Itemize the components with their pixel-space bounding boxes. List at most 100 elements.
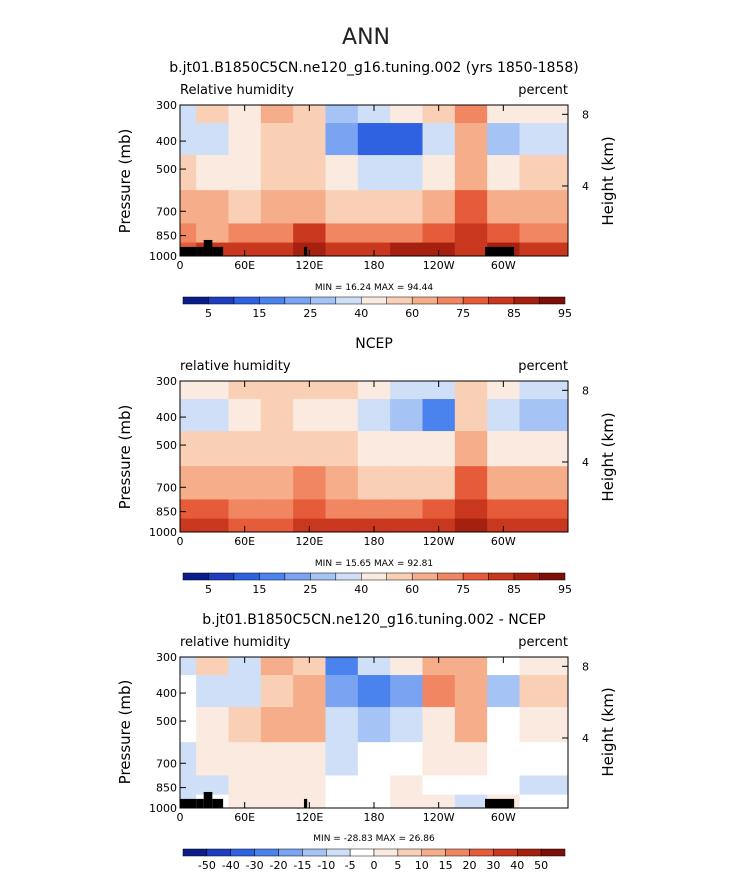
field-cell [325,431,359,467]
field-cell [422,499,456,519]
colorbar-label: -40 [222,859,240,872]
field-cell [454,742,488,776]
colorbar-swatch [540,848,566,857]
y-tick-label: 700 [156,205,177,218]
colorbar-swatch [539,572,566,581]
field-cell [228,775,262,795]
colorbar-swatch [469,848,494,857]
field-cell [357,518,391,533]
field-cell [454,499,488,519]
field-cell [325,105,359,124]
plot-area: 0 60E 120E 180 120W 60W 300 400 500 700 850 1000 4 8 [149,99,589,272]
field-cell [519,775,569,795]
field-cell [228,499,262,519]
colorbar-label: 10 [415,859,429,872]
field-cell [454,190,488,224]
colorbar-label: 25 [303,307,317,320]
x-tick-label: 120E [295,535,323,548]
colorbar-label: 15 [252,583,266,596]
y-tick-label: 500 [156,163,177,176]
field-cell [487,431,520,467]
field-cell [422,775,456,795]
field-cell [519,105,569,124]
colorbar-swatch [284,572,311,581]
field-cell [196,499,229,519]
field-cell [260,742,294,776]
field-cell [180,105,197,124]
field-cell [357,742,391,776]
field-cell [519,675,569,708]
units-label: percent [518,359,568,374]
colorbar-swatch [493,848,518,857]
colorbar-swatch [335,572,362,581]
field-cell [422,123,456,156]
colorbar-swatch [208,296,235,305]
colorbar-label: 15 [252,307,266,320]
units-label: percent [518,635,568,650]
y-tick-label: 300 [156,99,177,112]
field-cell [293,775,326,795]
x-tick-label: 60W [491,811,516,824]
field-cell [180,657,197,676]
field-cell [390,466,423,500]
field-cell [519,518,569,533]
field-cell [422,190,456,224]
colorbar-label: 20 [463,859,477,872]
colorbar-swatch [386,296,413,305]
field-cell [454,155,488,191]
x-tick-label: 120W [423,535,455,548]
x-tick-label: 120W [423,811,455,824]
height-tick-label: 8 [582,108,589,121]
field-cell [196,657,229,676]
field-cell [390,381,423,400]
topography-mask [303,798,308,808]
field-cell [260,399,294,432]
field-cell [422,742,456,776]
colorbar-swatch [539,296,566,305]
field-cell [325,190,359,224]
colorbar-swatch [349,848,375,857]
topography-mask [180,798,197,808]
field-cell [390,742,423,776]
field-cell [390,794,423,809]
field-cell [357,105,391,124]
panel-title: NCEP [355,336,393,352]
colorbar-label: 40 [510,859,524,872]
field-cell [196,123,229,156]
colorbar-label: 5 [205,583,212,596]
colorbar-label: 5 [205,307,212,320]
field-cell [390,775,423,795]
field-cell [228,223,262,243]
field-cell [293,190,326,224]
field-cell [260,223,294,243]
colorbar-swatch [182,296,209,305]
field-cell [422,466,456,500]
y-tick-label: 1000 [149,802,177,815]
field-cell [390,223,423,243]
field-cell [422,657,456,676]
y-tick-label: 300 [156,375,177,388]
field-cell [196,707,229,743]
colorbar-swatch [421,848,446,857]
variable-label: relative humidity [180,359,291,374]
field-cell [357,431,391,467]
field-cell [180,431,197,467]
field-cell [180,675,197,708]
field-cell [390,499,423,519]
field-cell [454,518,488,533]
field-cell [325,707,359,743]
y-tick-label: 850 [156,230,177,243]
field-cell [260,499,294,519]
field-cell [519,742,569,776]
x-tick-label: 120E [295,811,323,824]
x-tick-label: 0 [177,535,184,548]
field-cell [519,155,569,191]
colorbar-label: -20 [270,859,288,872]
y-tick-label: 300 [156,651,177,664]
field-cell [487,399,520,432]
field-cell [293,123,326,156]
variable-label: relative humidity [180,635,291,650]
field-cell [293,675,326,708]
panel-difference: b.jt01.B1850C5CN.ne120_g16.tuning.002 - … [116,612,617,872]
